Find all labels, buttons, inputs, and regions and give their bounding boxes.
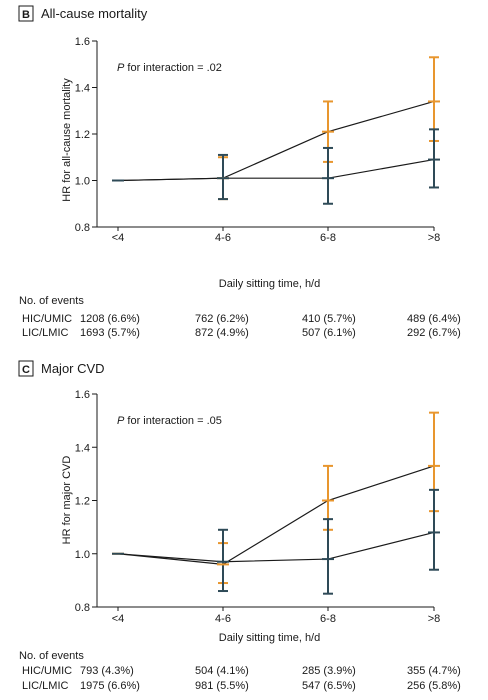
events-value: 256 (5.8%) — [407, 680, 461, 692]
x-axis-label: Daily sitting time, h/d — [219, 278, 320, 290]
events-value: 793 (4.3%) — [80, 665, 134, 677]
panel-title: Major CVD — [41, 361, 105, 376]
events-value: 1208 (6.6%) — [80, 313, 140, 325]
x-axis-label: Daily sitting time, h/d — [219, 632, 320, 644]
x-tick-label: <4 — [112, 232, 125, 244]
series-line-teal — [117, 158, 435, 182]
events-value: 547 (6.5%) — [302, 680, 356, 692]
events-value: 410 (5.7%) — [302, 313, 356, 325]
events-value: 489 (6.4%) — [407, 313, 461, 325]
events-label: No. of events — [19, 650, 84, 662]
x-tick-label: >8 — [428, 613, 441, 625]
interaction-annotation: P for interaction = .05 — [117, 415, 222, 427]
y-tick-label: 1.4 — [75, 442, 90, 454]
y-tick-label: 0.8 — [75, 602, 90, 614]
annotation-p: P — [117, 415, 125, 427]
panel-letter-box — [18, 5, 34, 22]
events-value: 292 (6.7%) — [407, 327, 461, 339]
events-group-label: LIC/LMIC — [22, 680, 69, 692]
events-value: 762 (6.2%) — [195, 313, 249, 325]
x-tick-label: 4-6 — [215, 232, 231, 244]
panel-title: All-cause mortality — [41, 6, 148, 21]
series-line-teal — [117, 531, 435, 563]
events-group-label: LIC/LMIC — [22, 327, 69, 339]
x-tick-label: 6-8 — [320, 613, 336, 625]
events-value: 981 (5.5%) — [195, 680, 249, 692]
events-value: 285 (3.9%) — [302, 665, 356, 677]
panel-letter: C — [22, 364, 30, 376]
y-tick-label: 1.6 — [75, 389, 90, 401]
y-tick-label: 1.6 — [75, 36, 90, 48]
x-tick-label: <4 — [112, 613, 125, 625]
panel-b: B All-cause mortality 0.8 1.0 1.2 1.4 1.6 HR fo… — [18, 5, 461, 339]
y-tick-label: 1.0 — [75, 549, 90, 561]
annotation-text: for interaction = .05 — [124, 415, 222, 427]
panel-letter-box — [18, 360, 34, 377]
interaction-annotation: P for interaction = .02 — [117, 62, 222, 74]
events-label: No. of events — [19, 295, 84, 307]
events-value: 1693 (5.7%) — [80, 327, 140, 339]
panel-letter: B — [22, 9, 30, 21]
events-group-label: HIC/UMIC — [22, 313, 72, 325]
events-value: 1975 (6.6%) — [80, 680, 140, 692]
series-line-orange — [117, 465, 435, 566]
events-value: 504 (4.1%) — [195, 665, 249, 677]
series-line-orange — [117, 100, 435, 182]
y-tick-label: 1.2 — [75, 129, 90, 141]
y-tick-label: 1.4 — [75, 83, 90, 95]
x-tick-label: >8 — [428, 232, 441, 244]
annotation-p: P — [117, 62, 125, 74]
x-tick-label: 6-8 — [320, 232, 336, 244]
annotation-text: for interaction = .02 — [124, 62, 222, 74]
x-tick-label: 4-6 — [215, 613, 231, 625]
events-value: 872 (4.9%) — [195, 327, 249, 339]
y-axis-label: HR for all-cause mortality — [61, 78, 73, 202]
panel-c: C Major CVD 0.8 1.0 1.2 1.4 1.6 HR for major CV… — [18, 360, 461, 692]
events-value: 355 (4.7%) — [407, 665, 461, 677]
events-value: 507 (6.1%) — [302, 327, 356, 339]
y-tick-label: 1.2 — [75, 496, 90, 508]
y-axis-label: HR for major CVD — [61, 456, 73, 545]
y-tick-label: 0.8 — [75, 222, 90, 234]
events-group-label: HIC/UMIC — [22, 665, 72, 677]
y-tick-label: 1.0 — [75, 176, 90, 188]
